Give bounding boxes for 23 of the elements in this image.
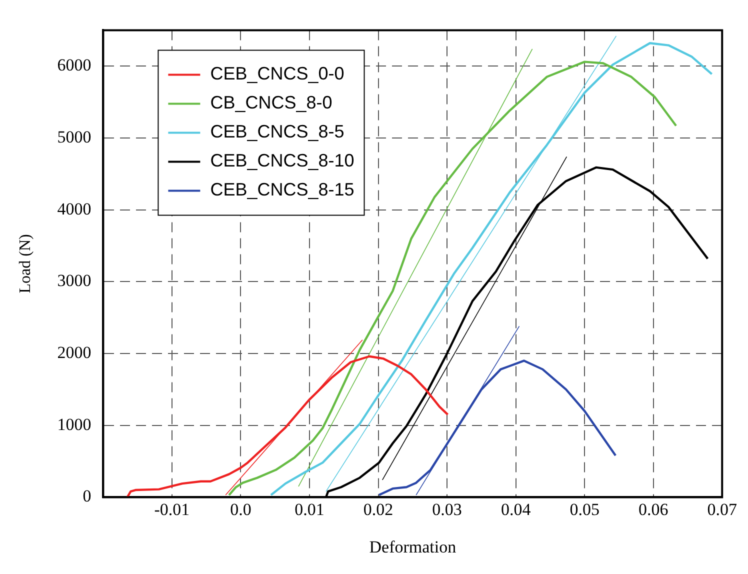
legend-label: CEB_CNCS_0-0	[210, 64, 344, 84]
y-tick-label: 3000	[57, 271, 92, 290]
legend-label: CEB_CNCS_8-15	[210, 180, 354, 200]
y-tick-label: 5000	[57, 127, 92, 146]
y-axis-title: Load (N)	[16, 234, 34, 294]
x-tick-label: 0.05	[570, 500, 600, 519]
y-tick-label: 0	[82, 486, 92, 506]
x-tick-label: 0.01	[294, 500, 324, 519]
legend-label: CEB_CNCS_8-5	[210, 122, 344, 142]
x-tick-label: 0.07	[707, 500, 738, 519]
legend-label: CEB_CNCS_8-10	[210, 150, 354, 171]
x-tick-label: 0.04	[500, 500, 532, 519]
x-tick-label: 0.02	[363, 500, 394, 519]
y-tick-label: 1000	[57, 414, 92, 434]
x-tick-label: -0.01	[154, 500, 190, 519]
x-tick-label: 0.03	[432, 500, 462, 519]
y-tick-label: 4000	[57, 199, 92, 218]
x-axis-title: Deformation	[369, 537, 457, 556]
y-tick-label: 2000	[57, 342, 92, 362]
x-tick-label: 0.06	[638, 500, 668, 519]
x-tick-label: 0.0	[230, 500, 252, 519]
legend-label: CB_CNCS_8-0	[210, 92, 332, 113]
y-tick-label: 6000	[57, 56, 92, 75]
